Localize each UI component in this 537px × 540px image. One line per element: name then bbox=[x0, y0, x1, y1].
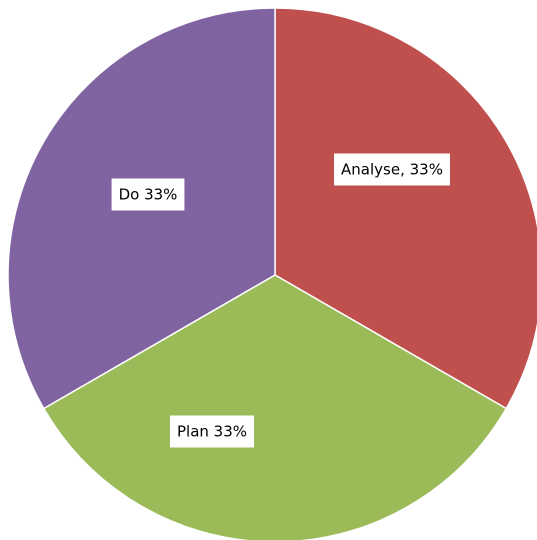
data-label-box bbox=[334, 153, 450, 186]
data-label-group: Do 33% bbox=[111, 178, 185, 211]
pie-slice bbox=[42, 274, 508, 540]
data-label: Do 33% bbox=[119, 186, 178, 204]
data-label-box bbox=[169, 415, 255, 448]
data-label-group: Analyse, 33% bbox=[334, 153, 450, 186]
pie-slice bbox=[274, 7, 537, 410]
data-label-group: Plan 33% bbox=[169, 415, 255, 448]
data-label: Analyse, 33% bbox=[341, 161, 443, 179]
data-label: Plan 33% bbox=[177, 423, 247, 441]
data-label-box bbox=[111, 178, 185, 211]
